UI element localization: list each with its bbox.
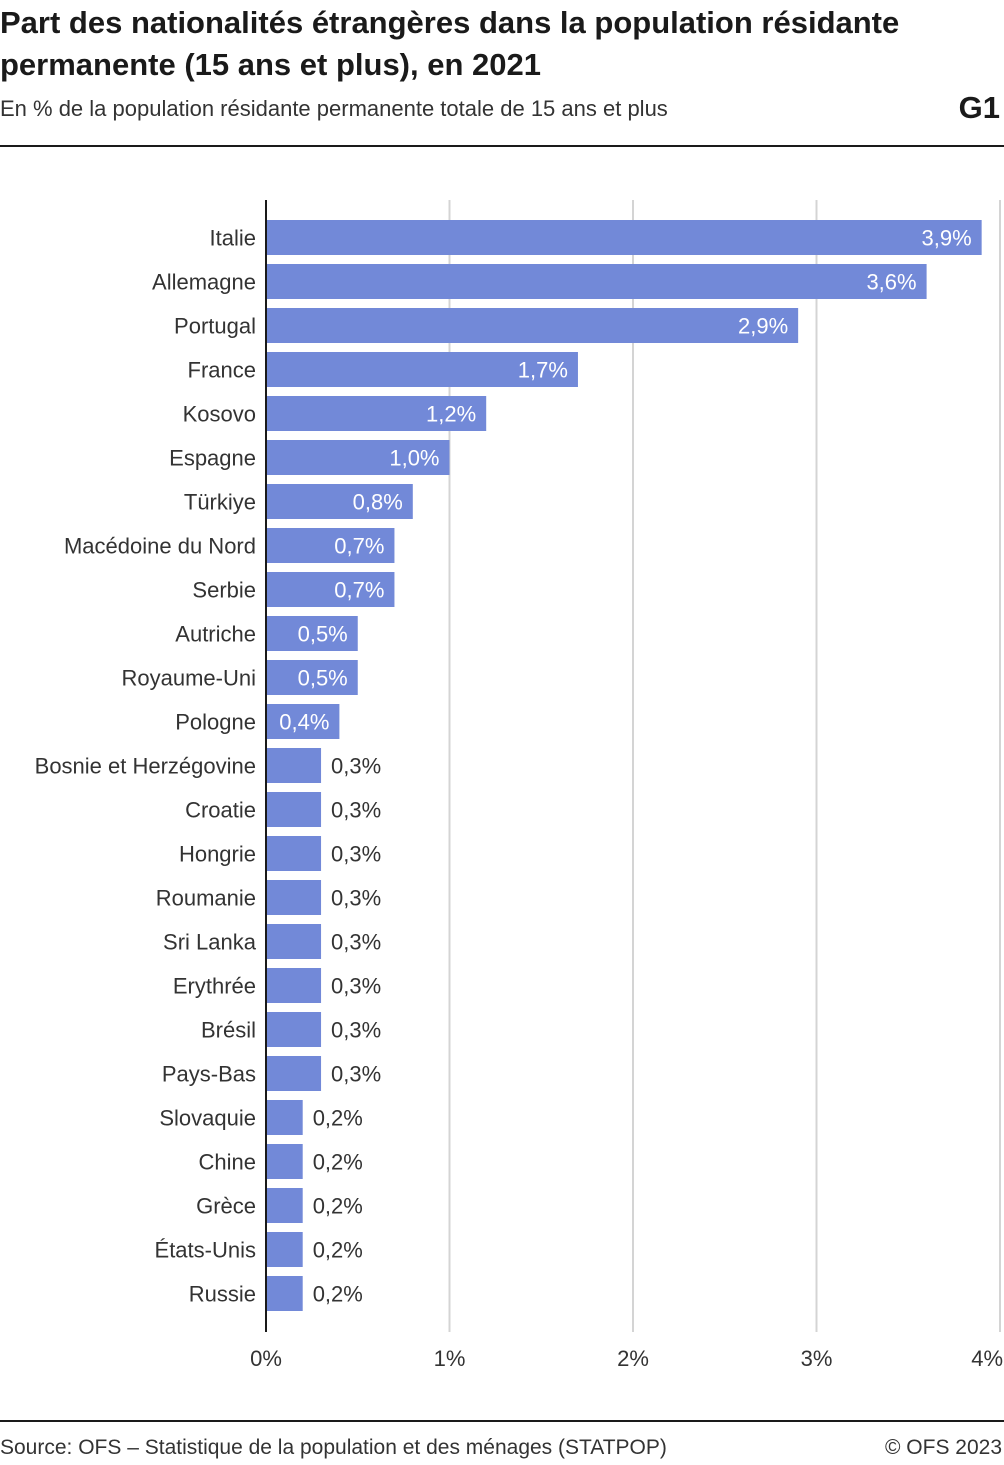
data-label: 0,3% <box>331 886 381 911</box>
data-label: 2,9% <box>738 314 788 339</box>
data-label: 0,3% <box>331 1062 381 1087</box>
data-label: 0,5% <box>298 666 348 691</box>
data-label: 0,3% <box>331 974 381 999</box>
bar <box>266 308 799 343</box>
category-label: Brésil <box>201 1018 256 1043</box>
category-label: Hongrie <box>179 842 256 867</box>
copyright-note: © OFS 2023 <box>884 1436 1002 1459</box>
category-label: Autriche <box>175 622 256 647</box>
data-label: 0,3% <box>331 930 381 955</box>
data-label: 0,2% <box>313 1150 363 1175</box>
category-label: Russie <box>189 1282 256 1307</box>
chart-id-label: G1 <box>958 90 1000 125</box>
data-label: 0,3% <box>331 842 381 867</box>
top-divider <box>0 145 1004 147</box>
data-label: 0,7% <box>334 534 384 559</box>
category-label: Croatie <box>185 798 256 823</box>
category-label: Royaume-Uni <box>122 666 257 691</box>
data-label: 3,9% <box>921 226 971 251</box>
category-label: Italie <box>210 226 256 251</box>
data-label: 0,2% <box>313 1106 363 1131</box>
category-label: Slovaquie <box>159 1106 256 1131</box>
x-tick-label: 0% <box>250 1346 282 1371</box>
category-label: Allemagne <box>152 270 256 295</box>
data-label: 0,7% <box>334 578 384 603</box>
category-label: États-Unis <box>155 1238 256 1263</box>
bar <box>266 484 413 519</box>
bar <box>266 792 322 827</box>
category-label: France <box>188 358 256 383</box>
source-note: Source: OFS – Statistique de la populati… <box>0 1436 667 1459</box>
bottom-divider <box>0 1420 1004 1422</box>
bar <box>266 396 487 431</box>
data-label: 3,6% <box>866 270 916 295</box>
category-label: Erythrée <box>173 974 256 999</box>
category-label: Bosnie et Herzégovine <box>35 754 256 779</box>
bar <box>266 968 322 1003</box>
data-label: 0,2% <box>313 1194 363 1219</box>
bar <box>266 572 395 607</box>
bar <box>266 748 322 783</box>
category-label: Grèce <box>196 1194 256 1219</box>
category-label: Portugal <box>174 314 256 339</box>
data-label: 0,2% <box>313 1238 363 1263</box>
category-label: Pays-Bas <box>162 1062 256 1087</box>
bar <box>266 1012 322 1047</box>
bar <box>266 880 322 915</box>
category-label: Kosovo <box>183 402 256 427</box>
data-label: 1,2% <box>426 402 476 427</box>
bar <box>266 220 982 255</box>
category-label: Pologne <box>175 710 256 735</box>
bar <box>266 836 322 871</box>
data-label: 0,2% <box>313 1282 363 1307</box>
bar <box>266 440 450 475</box>
category-label: Espagne <box>169 446 256 471</box>
bar <box>266 1188 303 1223</box>
category-label: Türkiye <box>184 490 256 515</box>
bar <box>266 1056 322 1091</box>
bar <box>266 660 358 695</box>
category-label: Chine <box>199 1150 256 1175</box>
data-label: 0,8% <box>353 490 403 515</box>
bar <box>266 1276 303 1311</box>
x-tick-label: 1% <box>434 1346 466 1371</box>
x-tick-label: 2% <box>617 1346 649 1371</box>
chart-title: Part des nationalités étrangères dans la… <box>0 5 900 82</box>
data-label: 1,0% <box>389 446 439 471</box>
x-tick-label: 3% <box>801 1346 833 1371</box>
category-label: Macédoine du Nord <box>64 534 256 559</box>
data-label: 0,4% <box>279 710 329 735</box>
bar <box>266 1144 303 1179</box>
x-tick-label: 4% <box>971 1346 1003 1371</box>
data-label: 0,5% <box>298 622 348 647</box>
chart-subtitle: En % de la population résidante permanen… <box>0 96 668 121</box>
data-label: 0,3% <box>331 754 381 779</box>
bar <box>266 528 395 563</box>
bar <box>266 616 358 651</box>
category-label: Serbie <box>192 578 256 603</box>
bar <box>266 264 927 299</box>
bar <box>266 1232 303 1267</box>
bar <box>266 1100 303 1135</box>
data-label: 0,3% <box>331 1018 381 1043</box>
bar <box>266 704 340 739</box>
category-label: Roumanie <box>156 886 256 911</box>
data-label: 0,3% <box>331 798 381 823</box>
category-label: Sri Lanka <box>163 930 257 955</box>
bar <box>266 352 578 387</box>
data-label: 1,7% <box>518 358 568 383</box>
bar <box>266 924 322 959</box>
